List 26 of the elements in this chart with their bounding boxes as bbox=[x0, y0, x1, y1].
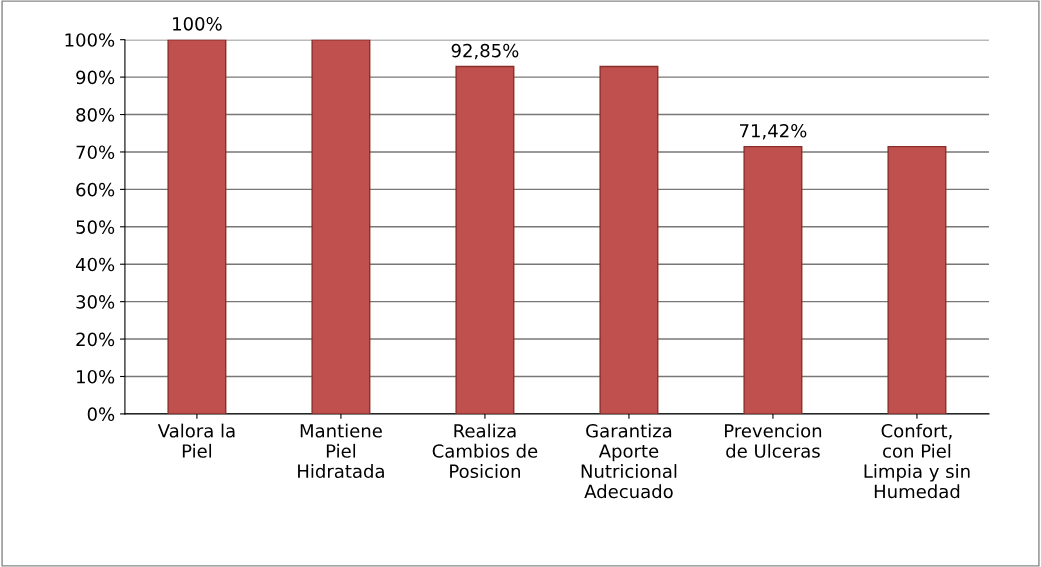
y-tick-label: 80% bbox=[76, 107, 115, 122]
y-tick-label: 30% bbox=[76, 295, 115, 309]
bar bbox=[167, 39, 227, 414]
data-label: 100% bbox=[173, 16, 222, 31]
bar bbox=[455, 65, 515, 414]
y-tick-label: 0% bbox=[87, 407, 115, 422]
bar bbox=[743, 145, 803, 414]
x-tick-label: Valora la Piel bbox=[157, 423, 235, 458]
y-tick-label: 70% bbox=[76, 145, 115, 160]
y-tick-label: 10% bbox=[77, 369, 115, 384]
y-tick-label: 60% bbox=[76, 182, 115, 197]
bar bbox=[311, 39, 371, 414]
x-tick-label: Prevencion de Ulceras bbox=[725, 423, 822, 458]
data-label: 92,85% bbox=[451, 43, 519, 60]
x-tick-label: Mantiene Piel Hidratada bbox=[298, 423, 384, 479]
y-tick-label: 20% bbox=[76, 332, 115, 347]
y-tick-label: 90% bbox=[76, 70, 115, 85]
x-tick-label: Realiza Cambios de Posicion bbox=[432, 423, 538, 479]
y-tick-label: 40% bbox=[75, 257, 115, 272]
data-label: 71,42% bbox=[740, 123, 807, 140]
y-tick-label: 50% bbox=[76, 220, 115, 234]
x-tick-label: Confort, con Piel Limpia y sin Humedad bbox=[864, 423, 970, 499]
bar bbox=[887, 145, 947, 414]
y-tick-label: 100% bbox=[65, 33, 115, 47]
bar bbox=[599, 65, 659, 414]
x-tick-label: Garantiza Aporte Nutricional Adecuado bbox=[581, 423, 677, 499]
